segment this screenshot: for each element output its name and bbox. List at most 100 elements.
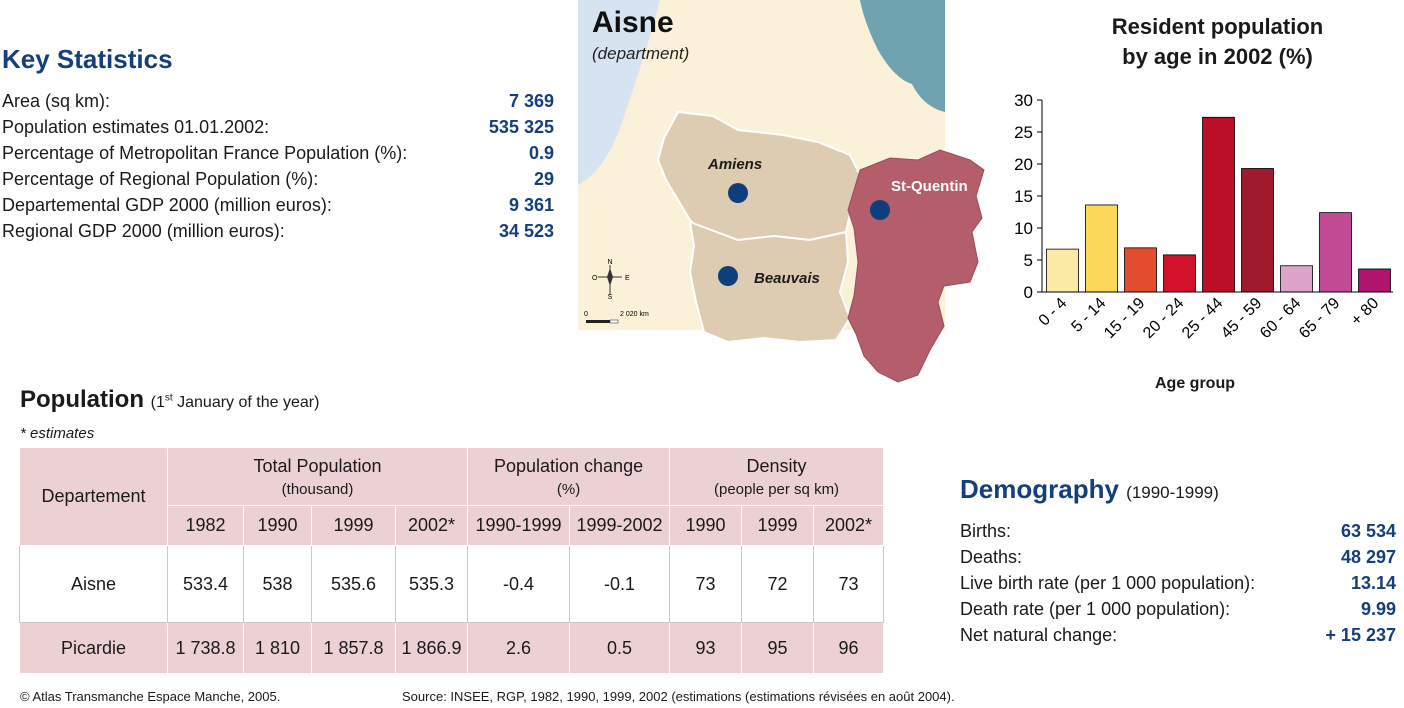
compass-e: E: [625, 275, 630, 282]
stat-label: Area (sq km):: [2, 91, 111, 111]
demo-value: 63 534: [1340, 521, 1396, 541]
table-cell: 2.6: [467, 622, 571, 674]
scale-start: 0: [584, 311, 588, 318]
table-cell: 538: [243, 545, 312, 623]
x-tick-label: 65 - 79: [1296, 295, 1343, 342]
demo-row-death-rate: Death rate (per 1 000 population): 9.99: [960, 599, 1396, 625]
table-row-picardie: Picardie 1 738.8 1 810 1 857.8 1 866.9 2…: [19, 622, 885, 674]
map-subtitle: (department): [592, 44, 690, 63]
key-statistics-title: Key Statistics: [2, 44, 173, 74]
demo-row-deaths: Deaths: 48 297: [960, 547, 1396, 573]
header-year: 1982: [167, 505, 244, 546]
header-total-population: Total Population (thousand): [166, 447, 469, 506]
bar-2: [1124, 247, 1157, 293]
y-tick-label: 5: [1024, 251, 1033, 270]
x-tick-label: 25 - 44: [1179, 295, 1226, 342]
map-title: Aisne: [592, 6, 674, 39]
table-cell: 96: [813, 622, 885, 674]
y-tick-label: 25: [1014, 123, 1033, 142]
table-cell: 535.6: [311, 545, 396, 623]
stat-row-metro-pct: Percentage of Metropolitan France Popula…: [2, 143, 554, 169]
population-title-text: Population: [20, 386, 144, 413]
bar-6: [1280, 265, 1313, 293]
chart-title: Resident population by age in 2002 (%): [1040, 12, 1395, 72]
x-tick-label: 20 - 24: [1140, 295, 1187, 342]
population-title: Population (1st January of the year): [20, 386, 319, 414]
table-cell: 535.3: [394, 545, 469, 623]
bar-8: [1358, 268, 1391, 293]
table-cell: 1 810: [243, 622, 312, 674]
stat-row-dept-gdp: Departemental GDP 2000 (million euros): …: [2, 195, 554, 221]
demo-label: Births:: [960, 521, 1012, 541]
map-channel: [578, 0, 660, 185]
header-population-change: Population change (%): [467, 447, 671, 506]
bar-1: [1085, 204, 1118, 293]
y-tick-label: 10: [1014, 219, 1033, 238]
demography-title: Demography (1990-1999): [960, 474, 1219, 504]
stat-row-area: Area (sq km): 7 369: [2, 91, 554, 117]
header-year: 2002*: [394, 505, 469, 546]
bar-4: [1202, 116, 1235, 293]
x-axis-title: Age group: [1155, 375, 1235, 392]
city-label-beauvais: Beauvais: [754, 270, 820, 287]
stat-label: Percentage of Metropolitan France Popula…: [2, 143, 408, 163]
stat-value: 535 325: [488, 117, 554, 137]
demo-label: Net natural change:: [960, 625, 1118, 645]
x-tick-label: + 80: [1348, 295, 1382, 329]
header-year: 1999: [741, 505, 815, 546]
city-label-st-quentin: St-Quentin: [891, 178, 968, 195]
header-year: 2002*: [813, 505, 885, 546]
compass-n: N: [607, 259, 612, 266]
table-cell: 1 738.8: [167, 622, 244, 674]
y-tick-label: 15: [1014, 187, 1033, 206]
map-sea: [860, 0, 945, 112]
bar-5: [1241, 168, 1274, 293]
table-cell: 73: [669, 545, 743, 623]
stat-value: 9 361: [508, 195, 554, 215]
population-table: Departement Total Population (thousand) P…: [19, 447, 885, 674]
bars: [1046, 116, 1391, 293]
table-cell: 533.4: [167, 545, 244, 623]
city-marker-amiens: [728, 183, 748, 203]
x-tick-label: 45 - 59: [1218, 295, 1265, 342]
compass-s: S: [608, 294, 613, 301]
bar-3: [1163, 254, 1196, 293]
x-tick-label: 0 - 4: [1036, 295, 1071, 330]
demo-value: 13.14: [1350, 573, 1396, 593]
demo-row-net-change: Net natural change: + 15 237: [960, 625, 1396, 651]
city-marker-beauvais: [718, 266, 738, 286]
table-row-aisne: Aisne 533.4 538 535.6 535.3 -0.4 -0.1 73…: [19, 545, 885, 623]
estimates-note: * estimates: [20, 425, 95, 442]
table-cell: 1 866.9: [394, 622, 469, 674]
stat-row-population: Population estimates 01.01.2002: 535 325: [2, 117, 554, 143]
y-tick-label: 30: [1014, 91, 1033, 110]
city-label-amiens: Amiens: [708, 156, 763, 173]
y-axis: 0 5 10 15 20 25 30: [1014, 91, 1042, 302]
demo-row-birth-rate: Live birth rate (per 1 000 population): …: [960, 573, 1396, 599]
row-name: Picardie: [19, 622, 168, 674]
demo-label: Live birth rate (per 1 000 population):: [960, 573, 1256, 593]
map-oise: [688, 220, 852, 344]
stat-label: Regional GDP 2000 (million euros):: [2, 221, 285, 241]
compass-icon: N S E O: [592, 259, 630, 301]
stat-label: Departemental GDP 2000 (million euros):: [2, 195, 332, 215]
bar-7: [1319, 212, 1352, 293]
header-year: 1990-1999: [467, 505, 571, 546]
demography-period: (1990-1999): [1126, 483, 1219, 502]
header-year: 1990: [669, 505, 743, 546]
stat-label: Percentage of Regional Population (%):: [2, 169, 319, 189]
stat-value: 29: [533, 169, 554, 189]
demo-value: 48 297: [1340, 547, 1396, 567]
row-name: Aisne: [19, 545, 168, 623]
demo-label: Death rate (per 1 000 population):: [960, 599, 1231, 619]
demo-row-births: Births: 63 534: [960, 521, 1396, 547]
table-cell: -0.1: [569, 545, 671, 623]
table-cell: -0.4: [467, 545, 571, 623]
table-cell: 0.5: [569, 622, 671, 674]
demo-label: Deaths:: [960, 547, 1023, 567]
stat-value: 0.9: [528, 143, 554, 163]
header-year: 1999-2002: [569, 505, 671, 546]
x-tick-label: 15 - 19: [1101, 295, 1148, 342]
header-year: 1990: [243, 505, 312, 546]
map-scale-bar: 0 2 020 km: [584, 311, 649, 324]
